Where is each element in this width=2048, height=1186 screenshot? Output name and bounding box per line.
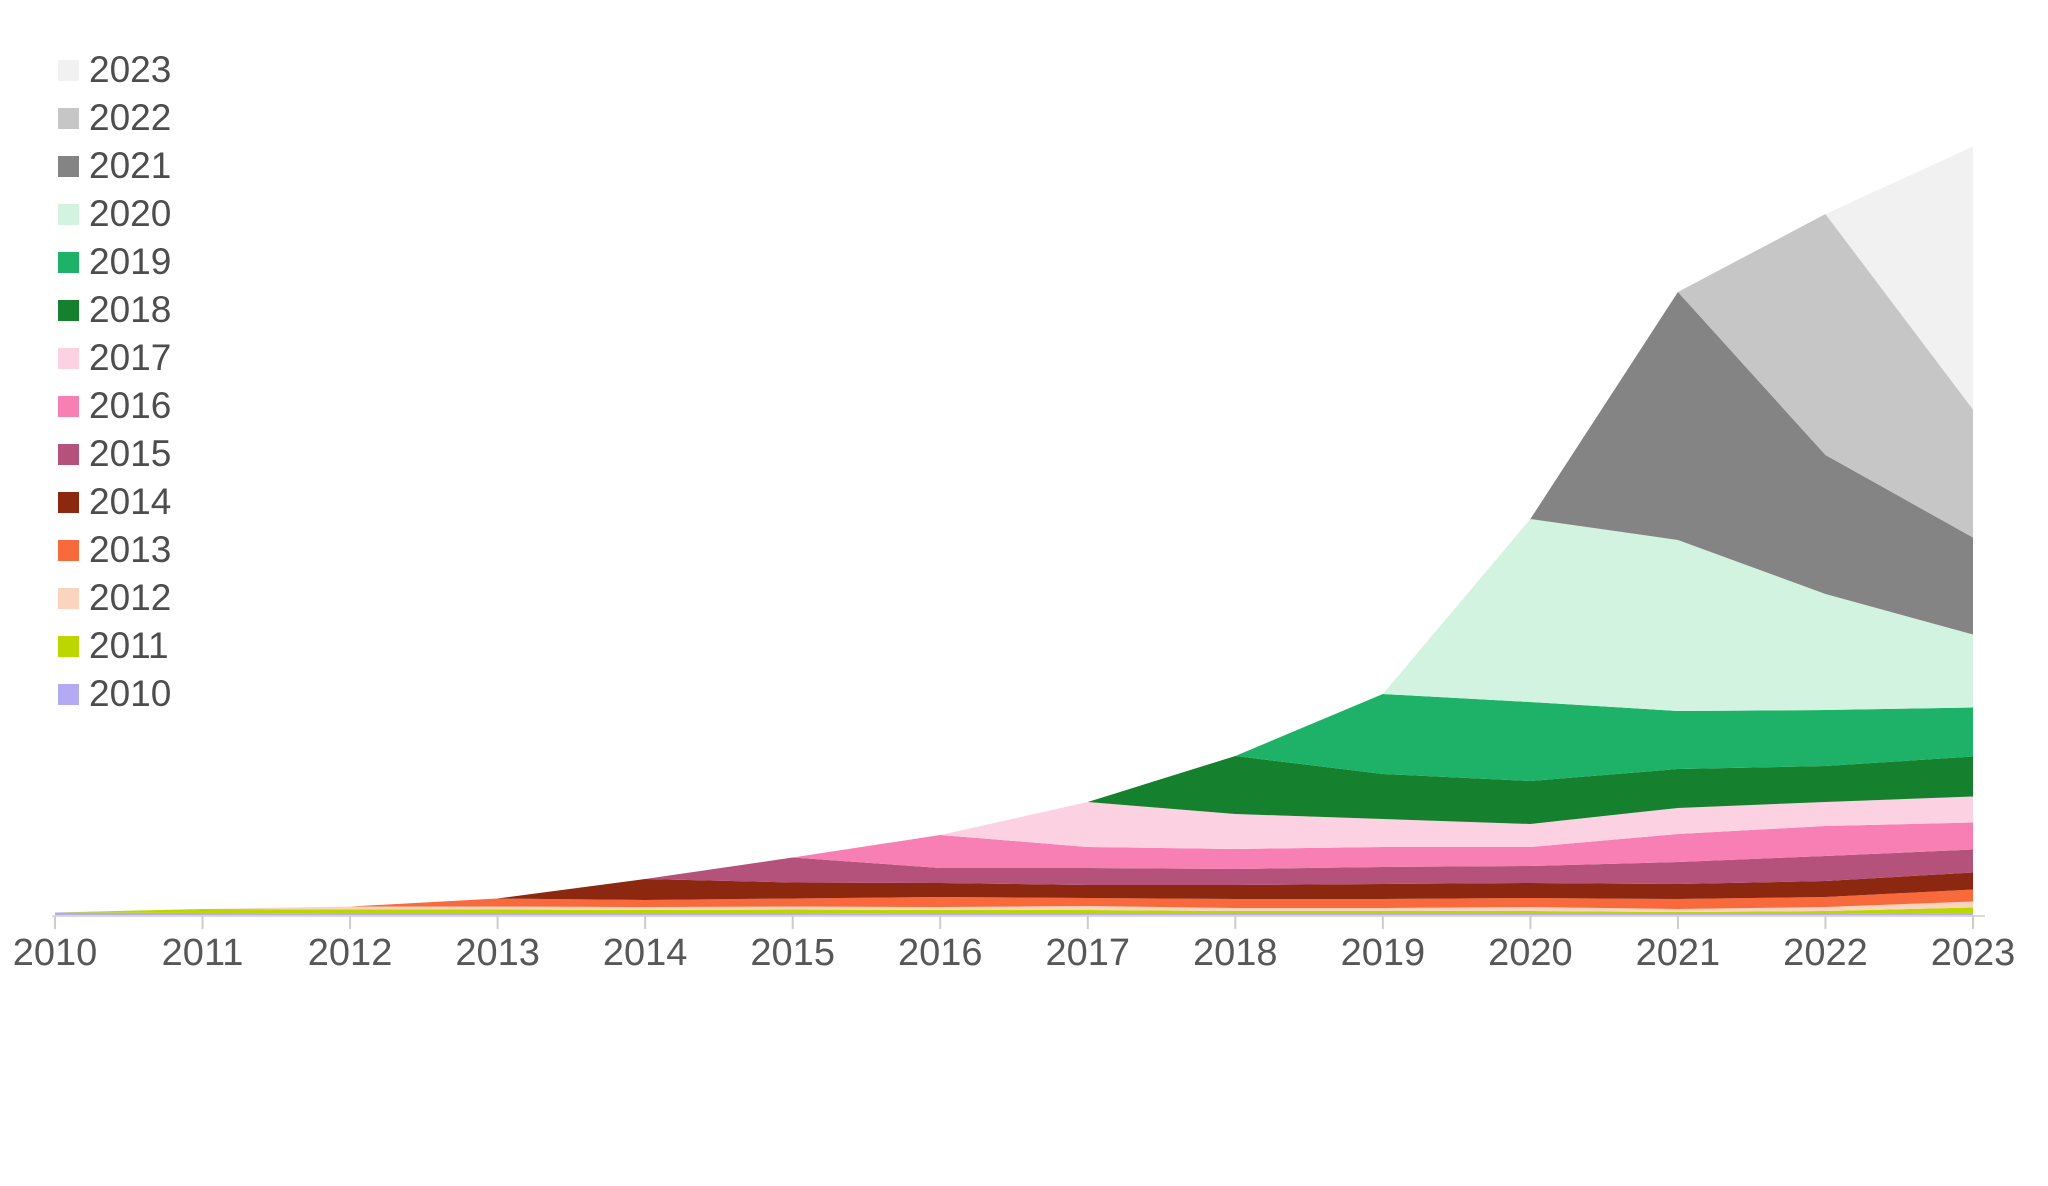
legend-label: 2022 — [89, 97, 172, 138]
series-area-2022 — [55, 214, 1973, 913]
legend-label: 2016 — [89, 385, 172, 426]
legend-swatch — [58, 539, 79, 561]
x-axis-label: 2017 — [1045, 932, 1131, 974]
x-axis-label: 2011 — [161, 932, 244, 974]
legend-item-2016: 2016 — [58, 382, 171, 430]
legend-item-2012: 2012 — [58, 574, 171, 622]
legend-item-2010: 2010 — [58, 670, 171, 718]
legend-item-2018: 2018 — [58, 286, 171, 334]
legend-swatch — [58, 347, 79, 369]
x-axis-label: 2012 — [307, 932, 393, 974]
legend-label: 2010 — [89, 673, 172, 714]
legend-label: 2014 — [89, 481, 172, 522]
legend-swatch — [58, 443, 79, 465]
x-axis-label: 2018 — [1193, 932, 1278, 974]
series-area-2011 — [55, 907, 1973, 914]
x-axis-label: 2023 — [1930, 932, 2016, 974]
legend-item-2014: 2014 — [58, 478, 171, 526]
series-area-2017 — [55, 796, 1973, 913]
series-area-2014 — [55, 872, 1973, 913]
x-axis-label: 2021 — [1635, 932, 1721, 974]
legend-swatch — [58, 395, 79, 417]
x-axis-label: 2010 — [12, 932, 98, 974]
legend-label: 2023 — [89, 49, 172, 90]
x-axis-label: 2019 — [1340, 932, 1426, 974]
series-area-2018 — [55, 756, 1973, 913]
legend-swatch — [58, 107, 79, 129]
legend: 2023 2022 2021 2020 2019 2018 2017 2016 2015 2014… — [58, 46, 171, 718]
legend-label: 2017 — [89, 337, 172, 378]
legend-item-2015: 2015 — [58, 430, 171, 478]
legend-item-2017: 2017 — [58, 334, 171, 382]
legend-label: 2020 — [89, 193, 172, 234]
legend-item-2013: 2013 — [58, 526, 171, 574]
series-area-2020 — [55, 519, 1973, 913]
legend-swatch — [58, 251, 79, 273]
legend-label: 2013 — [89, 529, 172, 570]
series-area-2016 — [55, 822, 1973, 913]
legend-item-2021: 2021 — [58, 142, 171, 190]
legend-swatch — [58, 203, 79, 225]
legend-item-2023: 2023 — [58, 46, 171, 94]
series-area-2019 — [55, 694, 1973, 913]
legend-label: 2019 — [89, 241, 172, 282]
legend-swatch — [58, 299, 79, 321]
legend-item-2020: 2020 — [58, 190, 171, 238]
x-axis-label: 2013 — [455, 932, 540, 974]
legend-swatch — [58, 59, 79, 81]
series-area-2010 — [55, 912, 1973, 915]
legend-swatch — [58, 587, 79, 609]
legend-item-2019: 2019 — [58, 238, 171, 286]
legend-label: 2012 — [89, 577, 172, 618]
legend-label: 2021 — [89, 145, 172, 186]
legend-label: 2015 — [89, 433, 172, 474]
x-axis-label: 2022 — [1783, 932, 1868, 974]
x-axis-label: 2016 — [897, 932, 983, 974]
x-axis-label: 2015 — [750, 932, 835, 974]
legend-swatch — [58, 155, 79, 177]
legend-swatch — [58, 683, 79, 705]
legend-label: 2018 — [89, 289, 172, 330]
legend-item-2011: 2011 — [58, 622, 171, 670]
x-axis-label: 2020 — [1488, 932, 1573, 974]
legend-swatch — [58, 491, 79, 513]
x-axis-label: 2014 — [602, 932, 688, 974]
legend-item-2022: 2022 — [58, 94, 171, 142]
series-area-2012 — [55, 901, 1973, 913]
series-area-2015 — [55, 849, 1973, 913]
legend-swatch — [58, 635, 79, 657]
legend-label: 2011 — [89, 625, 169, 666]
series-area-2013 — [55, 889, 1973, 913]
